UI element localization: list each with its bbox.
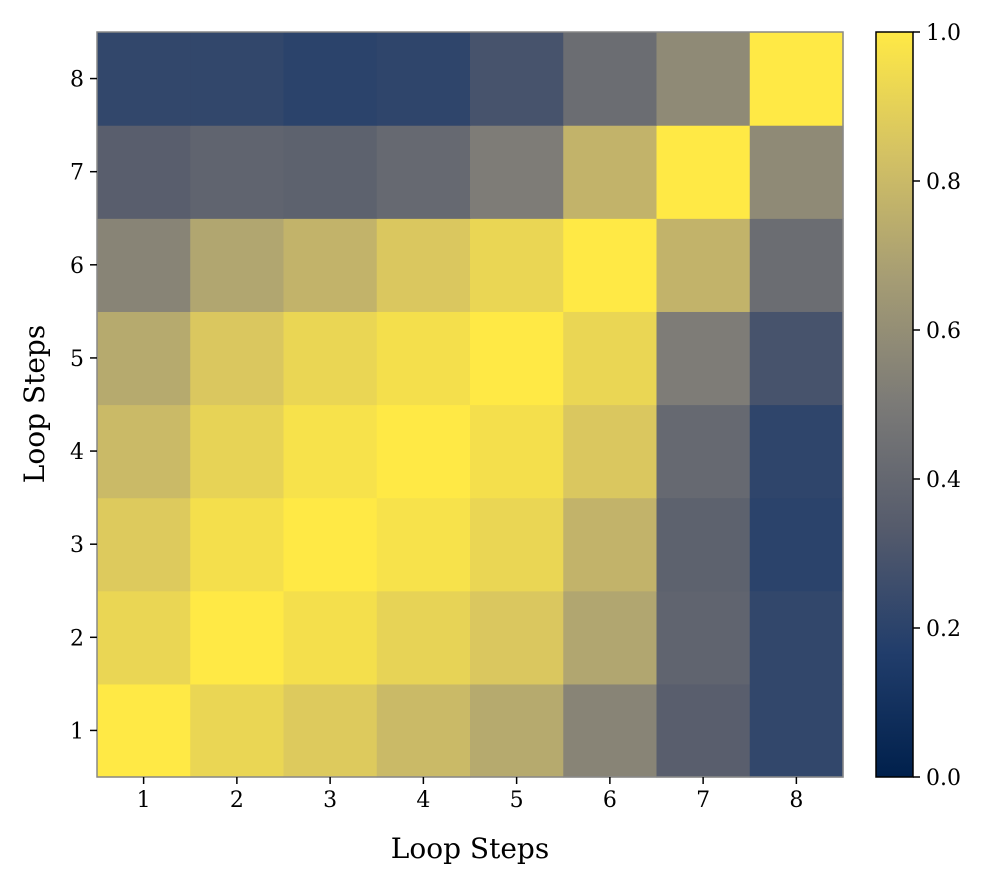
- x-tick-label: 4: [416, 788, 430, 813]
- heatmap-cell: [470, 497, 564, 592]
- y-tick-label: 1: [70, 719, 84, 744]
- heatmap-cell: [656, 590, 751, 685]
- heatmap-cell: [470, 404, 564, 499]
- heatmap-cell: [563, 590, 658, 685]
- x-axis-label: Loop Steps: [391, 832, 549, 865]
- heatmap-cell: [376, 311, 471, 406]
- heatmap-cell: [283, 590, 378, 685]
- heatmap-cell: [190, 590, 285, 685]
- heatmap-cell: [470, 125, 564, 219]
- heatmap-cell: [190, 683, 285, 778]
- x-tick-label: 8: [789, 788, 803, 813]
- heatmap-cell: [749, 32, 844, 126]
- colorbar-tick-label: 1.0: [926, 21, 961, 46]
- y-tick-label: 4: [70, 440, 84, 465]
- heatmap-cell: [190, 32, 285, 126]
- heatmap-cell: [283, 683, 378, 778]
- y-axis-ticks: 1 2 3 4 5 6 7 8: [70, 68, 97, 744]
- heatmap-cell: [283, 311, 378, 406]
- heatmap-cell: [97, 125, 191, 219]
- heatmap-cell: [749, 590, 844, 685]
- heatmap-cell: [749, 218, 844, 312]
- heatmap-cell: [470, 311, 564, 406]
- heatmap-cell: [563, 404, 658, 499]
- y-tick-label: 6: [70, 254, 84, 279]
- heatmap-cell: [749, 125, 844, 219]
- heatmap-cell: [656, 218, 751, 312]
- heatmap-cell: [190, 218, 285, 312]
- heatmap-cell: [656, 404, 751, 499]
- heatmap-cell: [97, 311, 191, 406]
- heatmap-cell: [656, 683, 751, 778]
- y-tick-label: 7: [70, 161, 84, 186]
- heatmap-cell: [376, 404, 471, 499]
- heatmap-cell: [563, 497, 658, 592]
- heatmap-cell: [470, 683, 564, 778]
- x-tick-label: 7: [696, 788, 710, 813]
- x-tick-label: 3: [323, 788, 337, 813]
- heatmap-cell: [376, 497, 471, 592]
- heatmap-cell: [749, 683, 844, 778]
- y-tick-label: 2: [70, 626, 84, 651]
- heatmap-cell: [97, 590, 191, 685]
- colorbar-tick-label: 0.4: [926, 468, 961, 493]
- heatmap-cell: [376, 683, 471, 778]
- heatmap-cell: [563, 218, 658, 312]
- heatmap-cell: [563, 125, 658, 219]
- colorbar: [875, 31, 914, 778]
- heatmap-cell: [563, 683, 658, 778]
- heatmap-cell: [656, 125, 751, 219]
- y-axis-label: Loop Steps: [18, 325, 51, 483]
- heatmap-cell: [656, 311, 751, 406]
- heatmap-cell: [283, 497, 378, 592]
- heatmap-cell: [376, 218, 471, 312]
- heatmap-cell: [749, 311, 844, 406]
- heatmap-cell: [563, 311, 658, 406]
- heatmap-cell: [190, 311, 285, 406]
- plot-frame: [96, 31, 844, 778]
- y-tick-label: 3: [70, 533, 84, 558]
- heatmap-cell: [97, 497, 191, 592]
- heatmap-cell: [656, 32, 751, 126]
- colorbar-tick-label: 0.2: [926, 617, 961, 642]
- x-tick-label: 2: [230, 788, 244, 813]
- x-tick-label: 5: [510, 788, 524, 813]
- heatmap-cell: [190, 404, 285, 499]
- heatmap-cell: [470, 32, 564, 126]
- heatmap-cell: [97, 404, 191, 499]
- x-tick-label: 1: [137, 788, 151, 813]
- heatmap-cell: [656, 497, 751, 592]
- heatmap-cell: [470, 590, 564, 685]
- heatmap-cell: [190, 125, 285, 219]
- y-tick-label: 5: [70, 347, 84, 372]
- heatmap-cell: [190, 497, 285, 592]
- x-axis-ticks: 1 2 3 4 5 6 7 8: [137, 777, 803, 813]
- heatmap-cells: [97, 32, 844, 778]
- heatmap-cell: [376, 32, 471, 126]
- colorbar-tick-label: 0.0: [926, 766, 961, 791]
- heatmap-cell: [97, 683, 191, 778]
- heatmap-cell: [563, 32, 658, 126]
- heatmap-cell: [749, 497, 844, 592]
- y-tick-label: 8: [70, 68, 84, 93]
- heatmap-cell: [283, 125, 378, 219]
- heatmap-cell: [376, 125, 471, 219]
- heatmap-cell: [97, 32, 191, 126]
- heatmap-cell: [470, 218, 564, 312]
- colorbar-tick-label: 0.6: [926, 319, 961, 344]
- heatmap-cell: [376, 590, 471, 685]
- heatmap-cell: [283, 32, 378, 126]
- heatmap-cell: [97, 218, 191, 312]
- heatmap-cell: [749, 404, 844, 499]
- heatmap-cell: [283, 404, 378, 499]
- colorbar-ticks: 0.0 0.2 0.4 0.6 0.8 1.0: [913, 21, 961, 791]
- heatmap-cell: [283, 218, 378, 312]
- x-tick-label: 6: [603, 788, 617, 813]
- colorbar-tick-label: 0.8: [926, 170, 961, 195]
